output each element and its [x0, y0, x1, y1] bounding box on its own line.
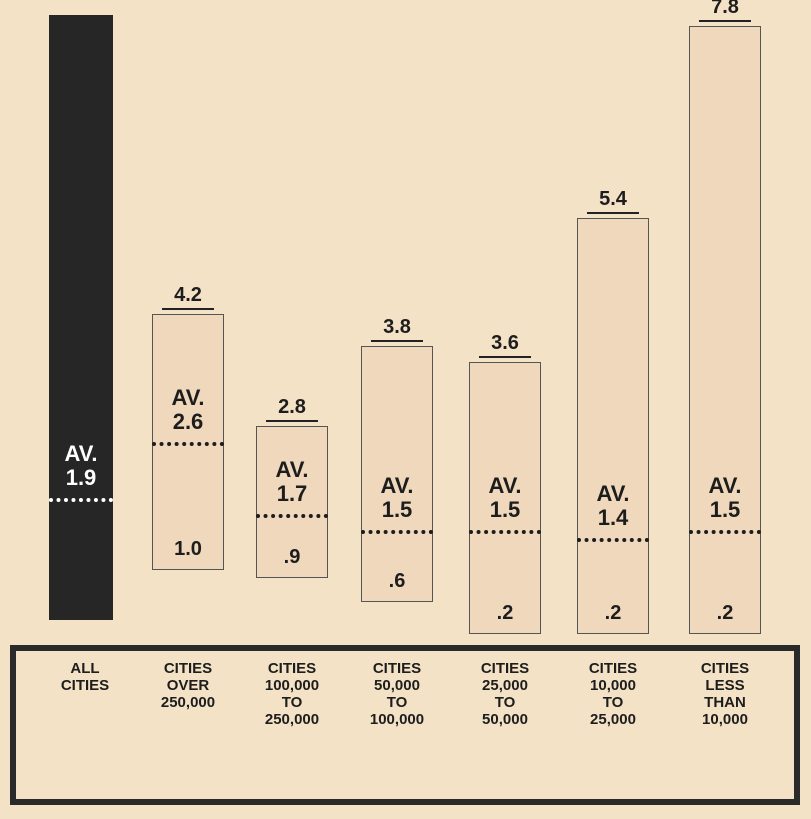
average-line — [49, 498, 113, 502]
average-label: AV. 1.5 — [488, 473, 522, 522]
high-label: 7.8 — [699, 0, 751, 22]
category-label: ALL CITIES — [60, 660, 110, 694]
category-label: CITIES 10,000 TO 25,000 — [588, 660, 638, 728]
low-label: .9 — [283, 546, 301, 568]
range-bar — [469, 362, 541, 634]
category-label: CITIES 25,000 TO 50,000 — [480, 660, 530, 728]
all-cities-bar — [49, 15, 113, 620]
range-bar — [361, 346, 433, 602]
average-label: AV. 1.5 — [708, 473, 742, 522]
low-label: 1.0 — [174, 538, 202, 560]
average-label: AV. 1.7 — [275, 457, 309, 506]
average-label: AV. 1.5 — [380, 473, 414, 522]
range-bar — [256, 426, 328, 578]
high-label: 2.8 — [266, 396, 318, 422]
category-label: CITIES 100,000 TO 250,000 — [264, 660, 320, 728]
range-bar — [689, 26, 761, 634]
range-bar — [577, 218, 649, 634]
high-label: 3.6 — [479, 332, 531, 358]
average-line — [256, 514, 328, 518]
average-label: AV. 1.9 — [64, 441, 98, 490]
low-label: .6 — [388, 570, 406, 592]
average-label: AV. 1.4 — [596, 481, 630, 530]
average-line — [469, 530, 541, 534]
category-label: CITIES OVER 250,000 — [160, 660, 216, 711]
average-label: AV. 2.6 — [171, 385, 205, 434]
high-label: 3.8 — [371, 316, 423, 342]
category-label: CITIES 50,000 TO 100,000 — [369, 660, 425, 728]
high-label: 4.2 — [162, 284, 214, 310]
label-frame — [10, 645, 800, 805]
category-label: CITIES LESS THAN 10,000 — [700, 660, 750, 728]
high-label: 5.4 — [587, 188, 639, 214]
low-label: .2 — [496, 602, 514, 624]
average-line — [361, 530, 433, 534]
average-line — [689, 530, 761, 534]
low-label: .2 — [604, 602, 622, 624]
low-label: .2 — [716, 602, 734, 624]
average-line — [577, 538, 649, 542]
average-line — [152, 442, 224, 446]
